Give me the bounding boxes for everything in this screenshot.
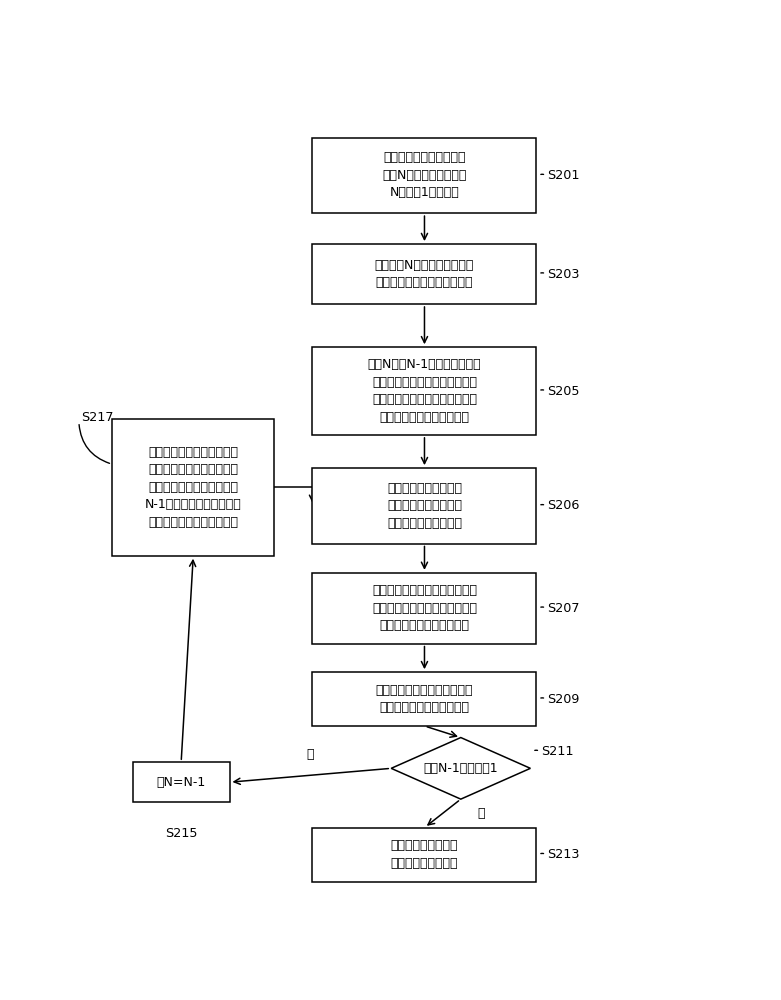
Text: 将第N及第N-1阶层图像分别作
为一背景图像及一前景图像，并
依据一光圈模拟参数及对应的差
异值，对背景图像进行模糊: 将第N及第N-1阶层图像分别作 为一背景图像及一前景图像，并 依据一光圈模拟参数… <box>368 358 481 424</box>
Text: 执行一淡入淡出程序，以淡化
背景图像中的一边界线图像: 执行一淡入淡出程序，以淡化 背景图像中的一边界线图像 <box>376 684 473 714</box>
Text: 判断N-1是否等于1: 判断N-1是否等于1 <box>423 762 498 775</box>
FancyBboxPatch shape <box>312 672 537 726</box>
Text: S217: S217 <box>80 411 113 424</box>
Polygon shape <box>391 738 530 799</box>
Text: 否: 否 <box>307 748 314 761</box>
FancyBboxPatch shape <box>112 419 274 556</box>
Text: S201: S201 <box>547 169 580 182</box>
FancyBboxPatch shape <box>312 244 537 304</box>
Text: 依据目前的背景图像及前景
图像形成新的背景图像以取
代旧有的背景图像，并将第
N-1阶层图像作为新的前景
图像以取代旧有的前景图像: 依据目前的背景图像及前景 图像形成新的背景图像以取 代旧有的背景图像，并将第 N… <box>145 446 241 529</box>
Text: 是: 是 <box>478 807 485 820</box>
FancyBboxPatch shape <box>312 468 537 544</box>
Text: S215: S215 <box>165 827 198 840</box>
FancyBboxPatch shape <box>312 347 537 435</box>
Text: S207: S207 <box>547 602 580 615</box>
Text: S209: S209 <box>547 693 580 706</box>
FancyBboxPatch shape <box>312 138 537 213</box>
Text: 依据深度图由原始图像中
取得N个阶层图像，其中
N为大于1的正整数: 依据深度图由原始图像中 取得N个阶层图像，其中 N为大于1的正整数 <box>382 151 467 199</box>
Text: S211: S211 <box>541 745 574 758</box>
Text: 令N=N-1: 令N=N-1 <box>156 776 205 789</box>
Text: 分别计算N个阶层图像的深度
值与一基准深度值间的差异值: 分别计算N个阶层图像的深度 值与一基准深度值间的差异值 <box>375 259 474 289</box>
Text: 依据一光圈模拟参数及对应的差
异值，对由前景图像及局部图像
所形成的合成影像进行模糊: 依据一光圈模拟参数及对应的差 异值，对由前景图像及局部图像 所形成的合成影像进行… <box>372 584 477 632</box>
Text: 依据背景图像及前景
图像形成一模拟图像: 依据背景图像及前景 图像形成一模拟图像 <box>390 839 458 870</box>
Text: S213: S213 <box>547 848 580 861</box>
Text: 合成前景图像及模糊后
的背景图像中临近前景
图像边缘的一局部图像: 合成前景图像及模糊后 的背景图像中临近前景 图像边缘的一局部图像 <box>387 482 462 530</box>
Text: S203: S203 <box>547 267 580 280</box>
Text: S205: S205 <box>547 385 580 398</box>
FancyBboxPatch shape <box>133 762 230 802</box>
FancyBboxPatch shape <box>312 573 537 644</box>
FancyBboxPatch shape <box>312 828 537 882</box>
Text: S206: S206 <box>547 499 580 512</box>
